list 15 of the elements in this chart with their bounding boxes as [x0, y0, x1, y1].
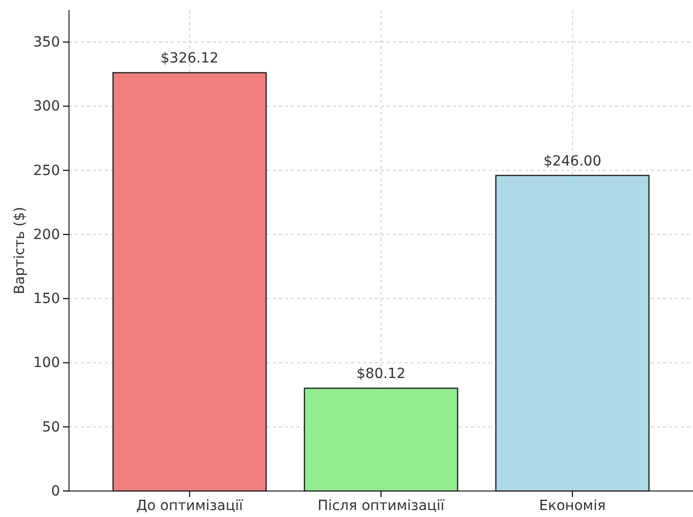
y-tick-label: 350	[33, 34, 60, 51]
data-label: $326.12	[160, 50, 219, 67]
y-tick-label: 200	[33, 226, 60, 243]
data-label: $80.12	[356, 366, 406, 382]
x-tick-label: Після оптимізації	[318, 498, 444, 514]
y-tick-label: 0	[51, 483, 60, 500]
y-tick-label: 50	[42, 419, 60, 436]
y-tick-label: 150	[33, 291, 60, 308]
x-tick-label: Економія	[539, 498, 606, 514]
y-tick-label: 100	[33, 355, 60, 372]
x-tick-label: До оптимізації	[136, 498, 244, 514]
y-axis-title: Вартість ($)	[12, 206, 28, 294]
y-tick-label: 300	[33, 98, 60, 115]
data-label: $246.00	[543, 153, 602, 170]
y-tick-label: 250	[33, 162, 60, 179]
